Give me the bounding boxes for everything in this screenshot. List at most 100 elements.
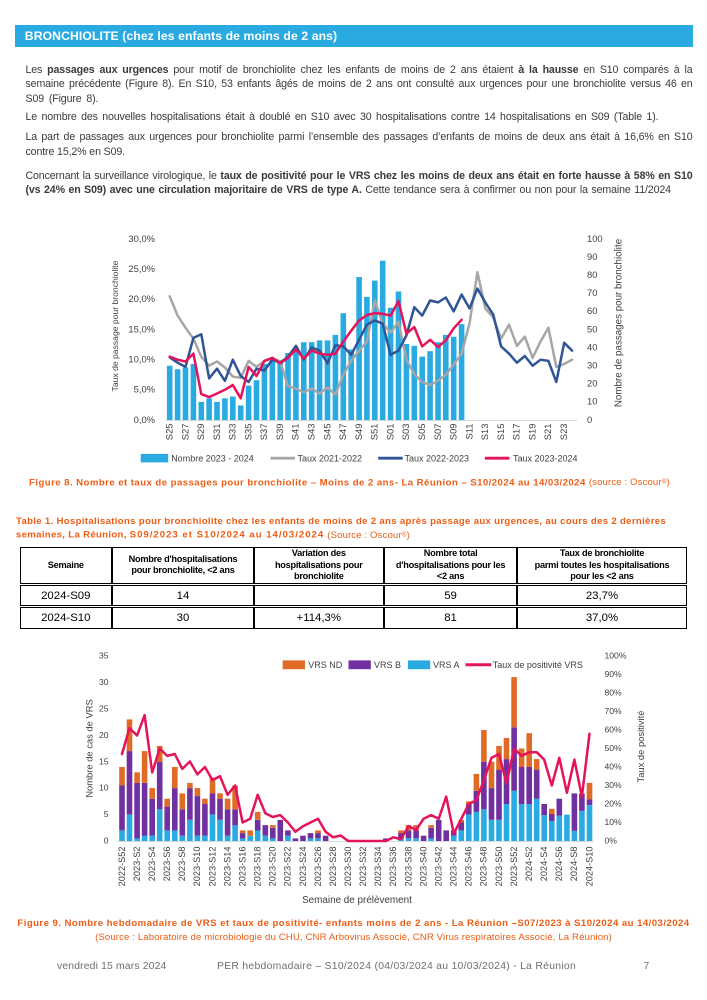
svg-text:2023-S32: 2023-S32 [358, 847, 368, 887]
svg-text:S43: S43 [306, 424, 317, 441]
svg-text:S03: S03 [400, 424, 411, 441]
svg-text:50: 50 [587, 323, 597, 334]
svg-text:2024-S6: 2024-S6 [554, 847, 564, 882]
svg-text:100%: 100% [605, 651, 627, 661]
svg-text:S45: S45 [321, 424, 332, 441]
svg-text:20%: 20% [605, 799, 623, 809]
svg-text:2023-S4: 2023-S4 [147, 847, 157, 882]
svg-text:S41: S41 [290, 424, 301, 441]
svg-text:Taux de passage pour bronchiol: Taux de passage pour bronchiolite [110, 260, 120, 391]
svg-text:2023-S28: 2023-S28 [328, 847, 338, 887]
svg-text:2023-S18: 2023-S18 [253, 847, 263, 887]
svg-text:70: 70 [587, 287, 597, 298]
svg-text:Taux 2023-2024: Taux 2023-2024 [513, 453, 578, 463]
svg-text:90: 90 [587, 251, 597, 262]
svg-text:0: 0 [104, 836, 109, 846]
svg-text:2024-S2: 2024-S2 [524, 847, 534, 882]
svg-text:2023-S50: 2023-S50 [494, 847, 504, 887]
svg-text:2023-S22: 2023-S22 [283, 847, 293, 887]
svg-text:2023-S26: 2023-S26 [313, 847, 323, 887]
svg-text:2023-S52: 2023-S52 [509, 847, 519, 887]
svg-text:S39: S39 [274, 424, 285, 441]
svg-text:2023-S12: 2023-S12 [207, 847, 217, 887]
svg-text:2023-S42: 2023-S42 [434, 847, 444, 887]
svg-text:S11: S11 [463, 424, 474, 440]
svg-text:2023-S48: 2023-S48 [479, 847, 489, 887]
svg-text:0: 0 [587, 414, 592, 425]
svg-text:50%: 50% [605, 743, 623, 753]
svg-text:80: 80 [587, 269, 597, 280]
svg-text:15: 15 [99, 756, 109, 766]
svg-text:S33: S33 [227, 424, 238, 441]
svg-text:90%: 90% [605, 669, 623, 679]
svg-text:20: 20 [99, 730, 109, 740]
svg-text:S31: S31 [211, 424, 222, 441]
svg-text:60%: 60% [605, 725, 623, 735]
svg-text:60: 60 [587, 305, 597, 316]
svg-text:2023-S44: 2023-S44 [449, 847, 459, 887]
svg-text:10: 10 [99, 783, 109, 793]
svg-text:S19: S19 [526, 424, 537, 441]
svg-text:10%: 10% [605, 817, 623, 827]
svg-text:Semaine de prélèvement: Semaine de prélèvement [302, 895, 412, 906]
svg-text:30: 30 [99, 677, 109, 687]
svg-text:VRS ND: VRS ND [308, 660, 343, 670]
svg-text:0%: 0% [605, 836, 618, 846]
svg-text:S01: S01 [384, 424, 395, 441]
svg-text:S49: S49 [353, 424, 364, 441]
svg-text:10,0%: 10,0% [128, 354, 155, 365]
svg-text:80%: 80% [605, 688, 623, 698]
svg-text:S47: S47 [337, 424, 348, 441]
svg-text:2024-S4: 2024-S4 [539, 847, 549, 882]
svg-text:70%: 70% [605, 706, 623, 716]
svg-text:2023-S10: 2023-S10 [192, 847, 202, 887]
svg-text:S23: S23 [558, 424, 569, 441]
svg-text:20: 20 [587, 378, 597, 389]
svg-text:Taux de positivité VRS: Taux de positivité VRS [493, 660, 583, 670]
svg-text:S17: S17 [511, 424, 522, 441]
svg-text:2023-S30: 2023-S30 [343, 847, 353, 887]
svg-text:S29: S29 [195, 424, 206, 441]
svg-text:15,0%: 15,0% [128, 323, 155, 334]
svg-text:30: 30 [587, 360, 597, 371]
svg-text:VRS A: VRS A [433, 660, 460, 670]
svg-text:100: 100 [587, 233, 603, 244]
svg-text:S27: S27 [179, 424, 190, 441]
svg-text:2023-S16: 2023-S16 [237, 847, 247, 887]
svg-text:2023-S6: 2023-S6 [162, 847, 172, 882]
svg-text:40: 40 [587, 341, 597, 352]
svg-text:2023-S20: 2023-S20 [268, 847, 278, 887]
svg-text:VRS B: VRS B [374, 660, 401, 670]
svg-text:S21: S21 [542, 424, 553, 441]
svg-text:2023-S34: 2023-S34 [373, 847, 383, 887]
svg-text:5,0%: 5,0% [134, 384, 155, 395]
svg-text:25: 25 [99, 704, 109, 714]
svg-text:10: 10 [587, 396, 597, 407]
svg-text:30,0%: 30,0% [128, 233, 155, 244]
svg-text:Nombre de cas de VRS: Nombre de cas de VRS [84, 699, 95, 797]
svg-text:Taux 2022-2023: Taux 2022-2023 [405, 453, 470, 463]
svg-text:S13: S13 [479, 424, 490, 441]
svg-text:2022-S52: 2022-S52 [117, 847, 127, 887]
svg-text:Taux 2021-2022: Taux 2021-2022 [298, 453, 363, 463]
svg-text:S15: S15 [495, 424, 506, 441]
svg-text:2023-S24: 2023-S24 [298, 847, 308, 887]
svg-text:S09: S09 [448, 424, 459, 441]
svg-text:2024-S8: 2024-S8 [569, 847, 579, 882]
svg-text:2023-S8: 2023-S8 [177, 847, 187, 882]
svg-text:2023-S36: 2023-S36 [388, 847, 398, 887]
svg-text:S07: S07 [432, 424, 443, 441]
svg-text:2024-S10: 2024-S10 [584, 847, 594, 887]
svg-text:35: 35 [99, 651, 109, 661]
svg-text:25,0%: 25,0% [128, 263, 155, 274]
svg-text:2023-S46: 2023-S46 [464, 847, 474, 887]
svg-text:2023-S2: 2023-S2 [132, 847, 142, 882]
svg-text:S25: S25 [164, 424, 175, 441]
svg-text:20,0%: 20,0% [128, 293, 155, 304]
svg-text:2023-S14: 2023-S14 [222, 847, 232, 887]
svg-text:Nombre de passages pour bronch: Nombre de passages pour bronchiolite [614, 238, 625, 407]
svg-text:S51: S51 [369, 424, 380, 441]
svg-text:30%: 30% [605, 780, 623, 790]
svg-text:Taux de positivité: Taux de positivité [635, 711, 646, 783]
svg-text:40%: 40% [605, 762, 623, 772]
